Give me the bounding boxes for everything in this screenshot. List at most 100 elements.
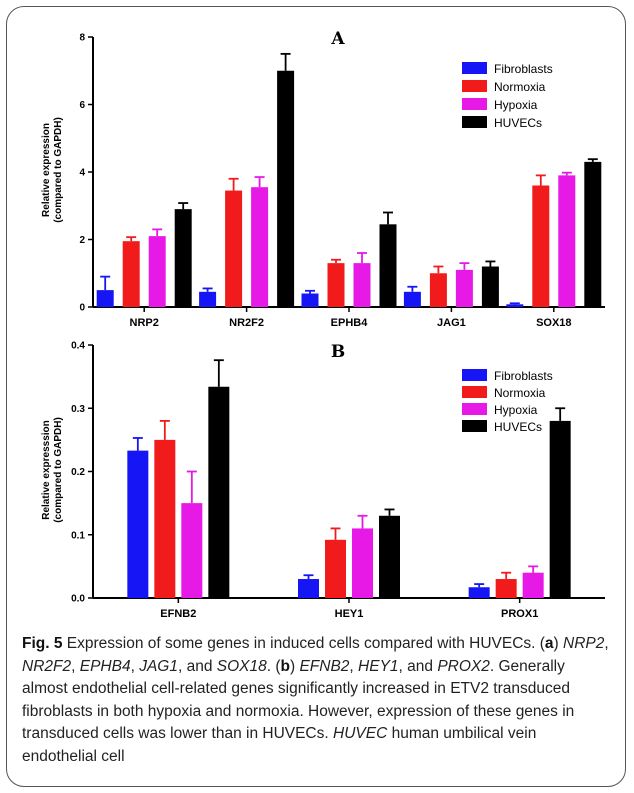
y-tick-label: 0.0 [71,594,85,605]
caption-segment: , [604,635,609,652]
caption-segment: , and [177,657,217,675]
y-axis-label-line2: (compared to GAPDH) [53,117,64,223]
legend-label: Fibroblasts [494,62,553,76]
caption-segment: PROX2 [437,657,490,675]
x-category-label: PROX1 [501,608,538,620]
bar-hypoxia [455,269,473,307]
bar-hypoxia [148,236,166,307]
bar-huvecs [277,70,295,307]
legend-swatch [462,420,487,432]
caption-segment: . Generally almost endothelial cell-rela… [22,657,575,743]
bar-huvecs [379,515,400,598]
x-category-label: EPHB4 [331,317,369,329]
x-category-label: NR2F2 [229,317,264,329]
panel-label: A [330,29,345,49]
y-axis-label-line1: Relative expression [41,123,52,217]
bar-huvecs [174,209,192,307]
y-tick-label: 0.2 [71,467,85,478]
y-tick-label: 8 [79,33,85,44]
bar-normoxia [225,190,243,307]
figure-frame [6,6,626,787]
legend-swatch [462,403,487,415]
bar-normoxia [325,539,346,598]
caption-segment: NR2F2 [22,657,72,675]
bar-fibroblasts [199,291,217,307]
legend-label: Hypoxia [494,403,538,417]
bar-fibroblasts [96,290,114,307]
caption-segment: ) [553,635,564,652]
caption-segment: . ( [266,657,281,675]
caption-segment: b [280,657,290,675]
bar-huvecs [549,420,571,598]
caption-segment: HUVEC [333,725,388,743]
caption-segment: a [544,635,554,652]
caption-segment: EFNB2 [299,657,350,675]
legend-label: Fibroblasts [494,369,553,383]
bar-hypoxia [251,187,269,307]
caption-text: Expression of some genes in induced cell… [22,635,609,765]
x-category-label: HEY1 [335,608,364,620]
y-axis-label-line2: (compared to GAPDH) [53,417,64,523]
y-tick-label: 6 [79,100,85,111]
bar-huvecs [584,161,602,307]
chart-panel-a: 0 2 4 6 8 Relative expression (compared to GAP… [41,29,605,329]
legend-label: Normoxia [494,386,546,400]
caption-segment: Expression of some genes in induced cell… [62,635,545,652]
legend-label: HUVECs [494,420,542,434]
legend-label: Normoxia [494,80,546,94]
bar-huvecs [379,224,397,307]
legend-swatch [462,116,487,128]
x-category-label: SOX18 [536,317,571,329]
bar-normoxia [429,273,447,307]
caption-segment: , [349,657,359,675]
bar-normoxia [154,439,176,598]
legend-swatch [462,98,487,110]
legend-label: Hypoxia [494,98,538,112]
figure-caption: Fig. 5 Expression of some genes in induc… [22,633,612,769]
figure-label: Fig. 5 [22,635,63,652]
legend-label: HUVECs [494,116,542,130]
caption-segment: HEY1 [358,657,399,675]
bar-huvecs [481,266,499,307]
x-category-label: EFNB2 [160,608,196,620]
bar-normoxia [532,185,550,307]
panel-label: B [331,342,345,362]
caption-segment: SOX18 [216,657,267,675]
caption-segment: , [71,657,80,675]
caption-segment: NRP2 [563,635,605,652]
y-axis-label-line1: Relative expresssion [41,420,52,520]
caption-segment: ) [289,657,300,675]
caption-segment: EPHB4 [79,657,131,675]
legend-swatch [462,80,487,92]
bar-fibroblasts [468,587,490,598]
x-category-label: NRP2 [130,317,159,329]
bar-huvecs [208,386,230,598]
bar-hypoxia [353,263,371,307]
bar-normoxia [122,241,140,307]
y-tick-label: 2 [79,235,85,246]
y-tick-label: 0 [79,303,85,314]
bar-hypoxia [181,503,203,598]
bar-fibroblasts [403,291,421,307]
caption-segment: human umbilical vein endothelial cell [22,725,537,765]
bar-fibroblasts [298,579,319,598]
bar-hypoxia [352,528,373,598]
y-tick-label: 4 [79,168,85,179]
caption-segment: , [130,657,140,675]
bar-fibroblasts [127,450,149,598]
bar-normoxia [495,579,517,598]
legend-swatch [462,369,487,381]
legend-swatch [462,386,487,398]
legend-swatch [462,62,487,74]
caption-segment: JAG1 [139,657,178,675]
bar-fibroblasts [301,293,319,307]
bar-fibroblasts [506,304,524,307]
y-tick-label: 0.4 [71,341,85,352]
bar-hypoxia [522,572,544,598]
chart-panel-b: 0.0 0.1 0.2 0.3 0.4 Relative expresssion (comp… [41,341,605,620]
bar-hypoxia [558,175,576,307]
y-tick-label: 0.3 [71,404,85,415]
x-category-label: JAG1 [437,317,466,329]
caption-segment: , and [398,657,438,675]
y-tick-label: 0.1 [71,530,85,541]
